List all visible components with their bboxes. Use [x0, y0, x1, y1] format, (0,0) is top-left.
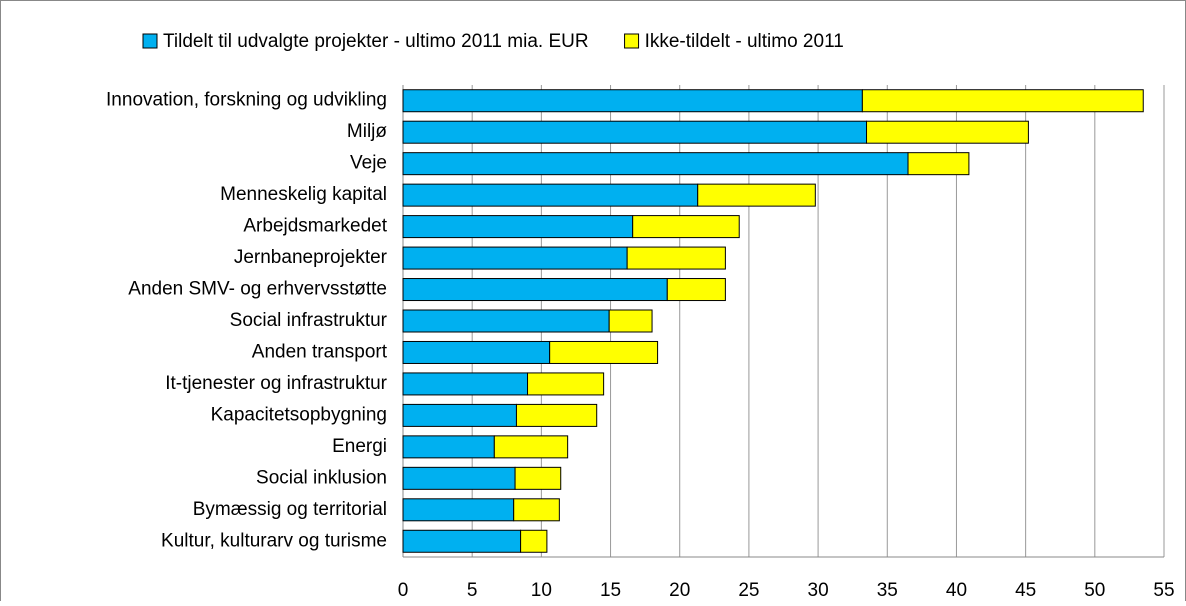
- legend-swatch: [142, 33, 158, 49]
- bar: [402, 215, 634, 239]
- bar: [402, 372, 529, 396]
- y-tick-label: Menneskelig kapital: [220, 184, 387, 205]
- bar: [402, 246, 628, 270]
- y-tick-label: Miljø: [347, 121, 387, 142]
- legend-swatch: [624, 33, 640, 49]
- bar: [402, 340, 551, 364]
- y-tick-label: Bymæssig og territorial: [193, 499, 387, 520]
- y-tick-label: Innovation, forskning og udvikling: [106, 90, 387, 111]
- bar: [402, 278, 668, 302]
- x-tick-label: 45: [1015, 580, 1036, 601]
- bar: [666, 278, 726, 302]
- bar: [626, 246, 726, 270]
- bar: [861, 89, 1144, 113]
- bar: [608, 309, 653, 333]
- y-tick-label: Social infrastruktur: [230, 310, 388, 331]
- x-tick-label: 5: [467, 580, 478, 601]
- bar: [402, 529, 522, 553]
- bar: [549, 340, 659, 364]
- x-tick-label: 20: [669, 580, 690, 601]
- x-tick-label: 0: [398, 580, 409, 601]
- bar: [632, 215, 740, 239]
- y-tick-label: Veje: [350, 153, 387, 174]
- bar: [402, 152, 909, 176]
- bar: [513, 498, 560, 522]
- bar: [515, 403, 598, 427]
- x-tick-label: 10: [531, 580, 552, 601]
- bar: [402, 466, 516, 490]
- bar: [402, 403, 517, 427]
- x-tick-label: 55: [1153, 580, 1174, 601]
- bar: [520, 529, 548, 553]
- y-tick-label: Social inklusion: [256, 467, 387, 488]
- bar: [402, 120, 868, 144]
- bar: [514, 466, 562, 490]
- bar: [697, 183, 816, 207]
- bar: [527, 372, 605, 396]
- y-tick-label: Jernbaneprojekter: [234, 247, 388, 268]
- bar: [402, 183, 699, 207]
- x-tick-label: 15: [600, 580, 621, 601]
- bar: [402, 435, 495, 459]
- y-tick-label: Kapacitetsopbygning: [211, 404, 387, 425]
- y-tick-label: Anden SMV- og erhvervsstøtte: [128, 279, 387, 300]
- y-tick-label: It-tjenester og infrastruktur: [165, 373, 387, 394]
- x-tick-label: 25: [738, 580, 759, 601]
- bar: [907, 152, 970, 176]
- x-tick-label: 40: [946, 580, 967, 601]
- y-tick-label: Energi: [332, 436, 387, 457]
- bar: [493, 435, 569, 459]
- y-tick-label: Kultur, kulturarv og turisme: [161, 530, 387, 551]
- y-tick-label: Arbejdsmarkedet: [243, 216, 387, 237]
- bar: [402, 309, 610, 333]
- legend-label: Tildelt til udvalgte projekter - ultimo …: [163, 31, 589, 52]
- y-tick-label: Anden transport: [252, 341, 388, 362]
- x-tick-label: 35: [877, 580, 898, 601]
- x-tick-label: 50: [1084, 580, 1105, 601]
- bar: [402, 89, 863, 113]
- bar: [402, 498, 515, 522]
- legend-label: Ikke-tildelt - ultimo 2011: [645, 31, 844, 52]
- bar: [866, 120, 1029, 144]
- x-tick-label: 30: [808, 580, 829, 601]
